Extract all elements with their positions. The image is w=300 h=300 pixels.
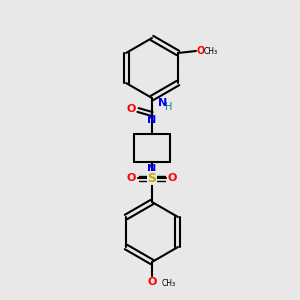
Text: N: N: [147, 164, 157, 174]
Text: CH₃: CH₃: [204, 46, 218, 56]
Text: O: O: [197, 46, 205, 56]
Text: O: O: [127, 173, 136, 183]
Text: H: H: [165, 102, 172, 112]
Text: CH₃: CH₃: [162, 280, 176, 289]
Text: S: S: [148, 172, 157, 184]
Text: N: N: [147, 115, 157, 125]
Text: N: N: [158, 98, 167, 108]
Text: O: O: [147, 277, 157, 287]
Text: O: O: [168, 173, 177, 183]
Text: O: O: [127, 104, 136, 114]
